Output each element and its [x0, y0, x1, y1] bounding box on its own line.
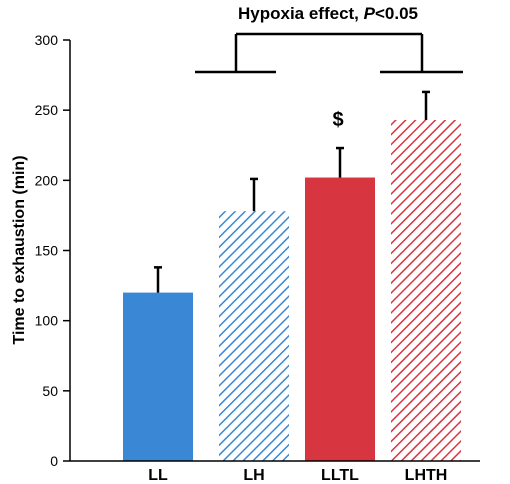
bars: [123, 119, 461, 462]
bar-lhth: [391, 119, 461, 462]
significance-marker: $: [332, 109, 343, 131]
error-bars: [154, 90, 430, 293]
y-tick-label: 200: [35, 172, 59, 188]
bar-lh: [219, 211, 289, 461]
category-label: LHTH: [405, 467, 448, 484]
y-axis-label: Time to exhaustion (min): [11, 155, 28, 344]
category-label: LLTL: [321, 467, 359, 484]
y-tick-label: 0: [50, 453, 58, 469]
y-tick-label: 150: [35, 243, 59, 259]
bar-lltl: [305, 177, 375, 461]
bar-ll: [123, 292, 193, 461]
bracket-label-main: Hypoxia effect,: [238, 4, 364, 23]
bracket-label-tail: <0.05: [375, 4, 418, 23]
category-label: LH: [243, 467, 264, 484]
y-tick-label: 50: [42, 383, 58, 399]
bracket-label: Hypoxia effect, P<0.05: [238, 4, 418, 23]
bracket-label-italic: P: [364, 4, 376, 23]
hypoxia-bracket: [195, 32, 463, 74]
category-label: LL: [148, 467, 168, 484]
y-tick-label: 100: [35, 313, 59, 329]
y-tick-label: 250: [35, 102, 59, 118]
y-tick-label: 300: [35, 32, 59, 48]
y-axis-ticks: 0 50 100 150 200 250 300: [35, 32, 70, 469]
category-labels: LL LH LLTL LHTH: [148, 467, 447, 484]
